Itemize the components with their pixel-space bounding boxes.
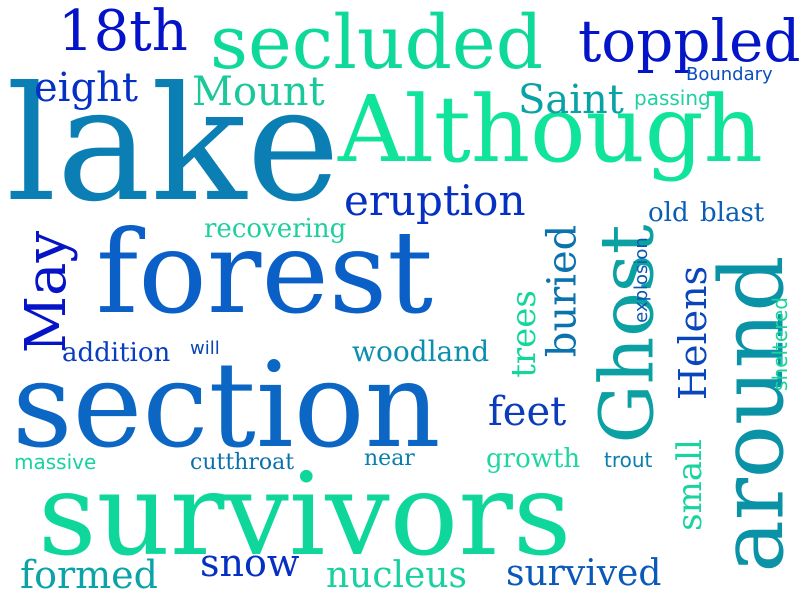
word-18th: 18th bbox=[58, 0, 188, 64]
word-cutthroat: cutthroat bbox=[190, 450, 295, 475]
word-may: May bbox=[14, 230, 80, 354]
word-saint: Saint bbox=[518, 77, 624, 123]
word-near: near bbox=[364, 446, 415, 471]
word-ghost: Ghost bbox=[584, 224, 671, 444]
word-eruption: eruption bbox=[344, 176, 526, 225]
word-forest: forest bbox=[96, 206, 434, 339]
word-trees: trees bbox=[503, 290, 544, 378]
word-explosion: explosion bbox=[630, 237, 652, 323]
word-helens: Helens bbox=[671, 265, 716, 401]
word-recovering: recovering bbox=[204, 214, 347, 244]
word-eight: eight bbox=[34, 65, 138, 111]
word-old: old bbox=[648, 198, 689, 228]
word-snow: snow bbox=[200, 541, 300, 585]
word-lake: lake bbox=[6, 53, 340, 237]
word-survived: survived bbox=[506, 553, 662, 594]
word-blast: blast bbox=[700, 198, 765, 228]
word-will: will bbox=[190, 338, 220, 359]
word-although: Although bbox=[338, 76, 763, 183]
word-section: section bbox=[12, 336, 441, 474]
word-woodland: woodland bbox=[352, 335, 490, 368]
word-small: small bbox=[669, 439, 710, 531]
word-secluded: secluded bbox=[210, 0, 544, 86]
word-massive: massive bbox=[14, 450, 97, 474]
word-feet: feet bbox=[488, 389, 567, 435]
word-boundary: Boundary bbox=[686, 64, 773, 85]
word-passing: passing bbox=[634, 86, 711, 110]
word-survivors: survivors bbox=[38, 448, 572, 581]
word-trout: trout bbox=[604, 448, 653, 472]
word-addition: addition bbox=[62, 338, 171, 368]
word-growth: growth bbox=[486, 444, 581, 474]
word-nucleus: nucleus bbox=[326, 555, 468, 596]
word-toppled: toppled bbox=[578, 7, 800, 75]
word-sheltered: sheltered bbox=[767, 297, 792, 391]
word-mount: Mount bbox=[192, 69, 325, 115]
word-formed: formed bbox=[20, 553, 158, 597]
word-buried: buried bbox=[539, 224, 586, 358]
